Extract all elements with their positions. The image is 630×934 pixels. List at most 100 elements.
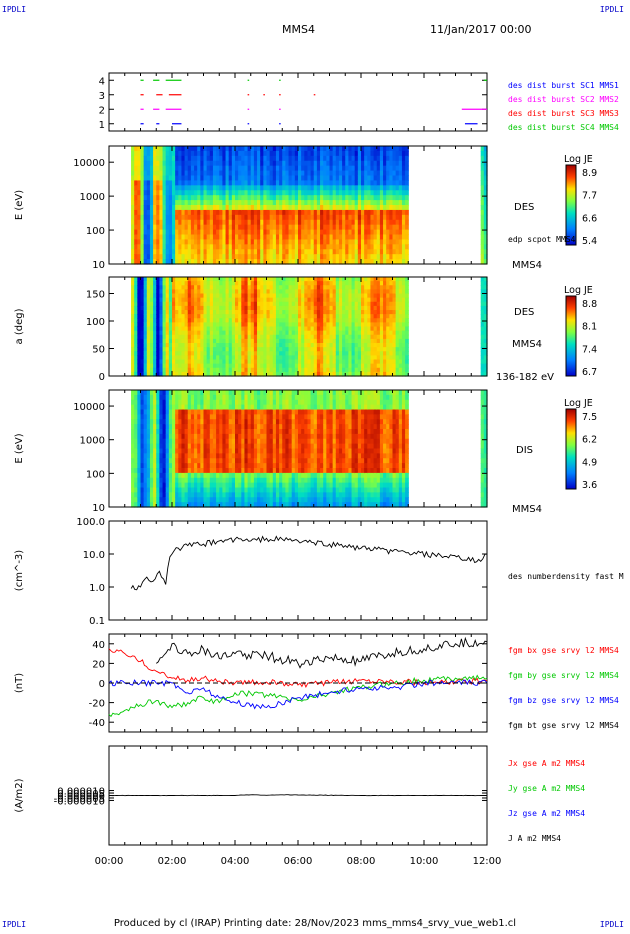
des-energy-cell <box>190 165 195 172</box>
dis-energy-cell <box>146 482 151 489</box>
des-pitch-cell <box>172 314 176 319</box>
des-pitch-cell <box>316 326 321 332</box>
des-energy-cell <box>288 214 293 221</box>
des-energy-cell <box>310 259 315 265</box>
dis-energy-cell <box>172 448 176 454</box>
des-pitch-cell <box>231 371 236 377</box>
des-energy-cell <box>354 224 359 231</box>
des-pitch-cell <box>250 305 255 311</box>
des-energy-cell <box>480 160 485 167</box>
des-energy-cell <box>323 205 327 211</box>
des-pitch-cell <box>326 330 331 336</box>
des-pitch-cell <box>231 338 236 344</box>
dis-energy-cell <box>140 448 145 454</box>
des-energy-cell <box>354 239 359 245</box>
dis-energy-cell <box>178 497 183 503</box>
des-pitch-cell <box>187 347 192 352</box>
des-pitch-cell <box>131 326 135 332</box>
des-energy-cell <box>184 195 189 201</box>
des-pitch-cell <box>184 355 189 361</box>
des-pitch-cell <box>272 371 277 377</box>
des-pitch-cell <box>149 355 154 361</box>
des-pitch-cell <box>279 297 283 303</box>
des-energy-cell <box>364 254 368 260</box>
des-pitch-cell <box>162 318 167 323</box>
des-pitch-cell <box>206 310 211 315</box>
dis-energy-cell <box>178 399 183 406</box>
des-pitch-cell <box>354 338 359 344</box>
des-energy-cell <box>373 160 378 167</box>
des-pitch-cell <box>370 277 375 282</box>
des-pitch-cell <box>216 293 220 299</box>
des-pitch-cell <box>200 330 205 336</box>
des-energy-cell <box>376 244 381 250</box>
des-pitch-cell <box>238 334 242 340</box>
des-energy-cell <box>231 219 236 226</box>
des-energy-cell <box>282 259 286 265</box>
des-pitch-cell <box>253 322 258 328</box>
des-energy-cell <box>361 200 365 206</box>
des-pitch-cell <box>361 318 365 323</box>
des-energy-cell <box>225 254 230 260</box>
des-energy-cell <box>200 155 205 162</box>
des-pitch-cell <box>367 322 372 328</box>
dis-energy-cell <box>149 429 154 435</box>
des-pitch-cell <box>313 347 318 352</box>
des-pitch-cell <box>320 293 324 299</box>
des-energy-cell <box>153 209 157 216</box>
des-energy-cell <box>253 239 258 245</box>
des-energy-cell <box>134 165 138 172</box>
des-pitch-cell <box>143 318 148 323</box>
des-energy-cell <box>168 190 173 196</box>
dis-energy-cell <box>178 438 183 445</box>
des-pitch-cell <box>304 343 309 348</box>
des-pitch-cell <box>342 310 346 315</box>
des-energy-cell <box>313 160 318 167</box>
dis-energy-cell <box>159 453 164 459</box>
des-pitch-cell <box>165 277 170 282</box>
des-energy-cell <box>483 219 488 226</box>
des-energy-cell <box>483 170 488 177</box>
des-energy-cell <box>260 214 264 221</box>
des-pitch-cell <box>156 305 160 311</box>
des-energy-cell <box>178 175 183 182</box>
des-energy-cell <box>275 190 280 196</box>
des-pitch-cell <box>134 334 138 340</box>
dis-energy-cell <box>131 399 135 406</box>
dis-energy-cell <box>178 443 183 450</box>
des-energy-cell <box>260 190 264 196</box>
des-pitch-cell <box>162 314 167 319</box>
des-energy-cell <box>279 200 283 206</box>
des-pitch-cell <box>304 351 309 356</box>
des-pitch-cell <box>178 297 183 303</box>
des-energy-cell <box>316 180 321 186</box>
des-energy-cell <box>159 146 164 152</box>
des-pitch-cell <box>228 293 233 299</box>
des-energy-cell <box>364 190 368 196</box>
des-energy-cell <box>392 195 397 201</box>
des-energy-cell <box>244 239 249 245</box>
des-pitch-cell <box>354 305 359 311</box>
des-energy-cell <box>291 244 296 250</box>
des-energy-cell <box>253 219 258 226</box>
des-pitch-cell <box>357 293 362 299</box>
des-pitch-cell <box>351 310 356 315</box>
des-pitch-cell <box>367 281 372 286</box>
des-energy-cell <box>272 200 277 206</box>
des-energy-cell <box>165 190 170 196</box>
des-pitch-cell <box>376 322 381 328</box>
des-energy-cell <box>241 185 246 191</box>
des-pitch-cell <box>298 314 302 319</box>
des-pitch-cell <box>131 310 135 315</box>
des-energy-cell <box>316 214 321 221</box>
des-energy-cell <box>209 165 214 172</box>
des-pitch-cell <box>168 297 173 303</box>
des-pitch-cell <box>288 371 293 377</box>
des-pitch-cell <box>197 334 201 340</box>
des-energy-cell <box>197 146 201 152</box>
des-pitch-cell <box>260 343 264 348</box>
des-pitch-cell <box>329 367 334 373</box>
des-pitch-cell <box>282 334 286 340</box>
des-pitch-cell <box>332 330 337 336</box>
des-pitch-cell <box>247 326 252 332</box>
